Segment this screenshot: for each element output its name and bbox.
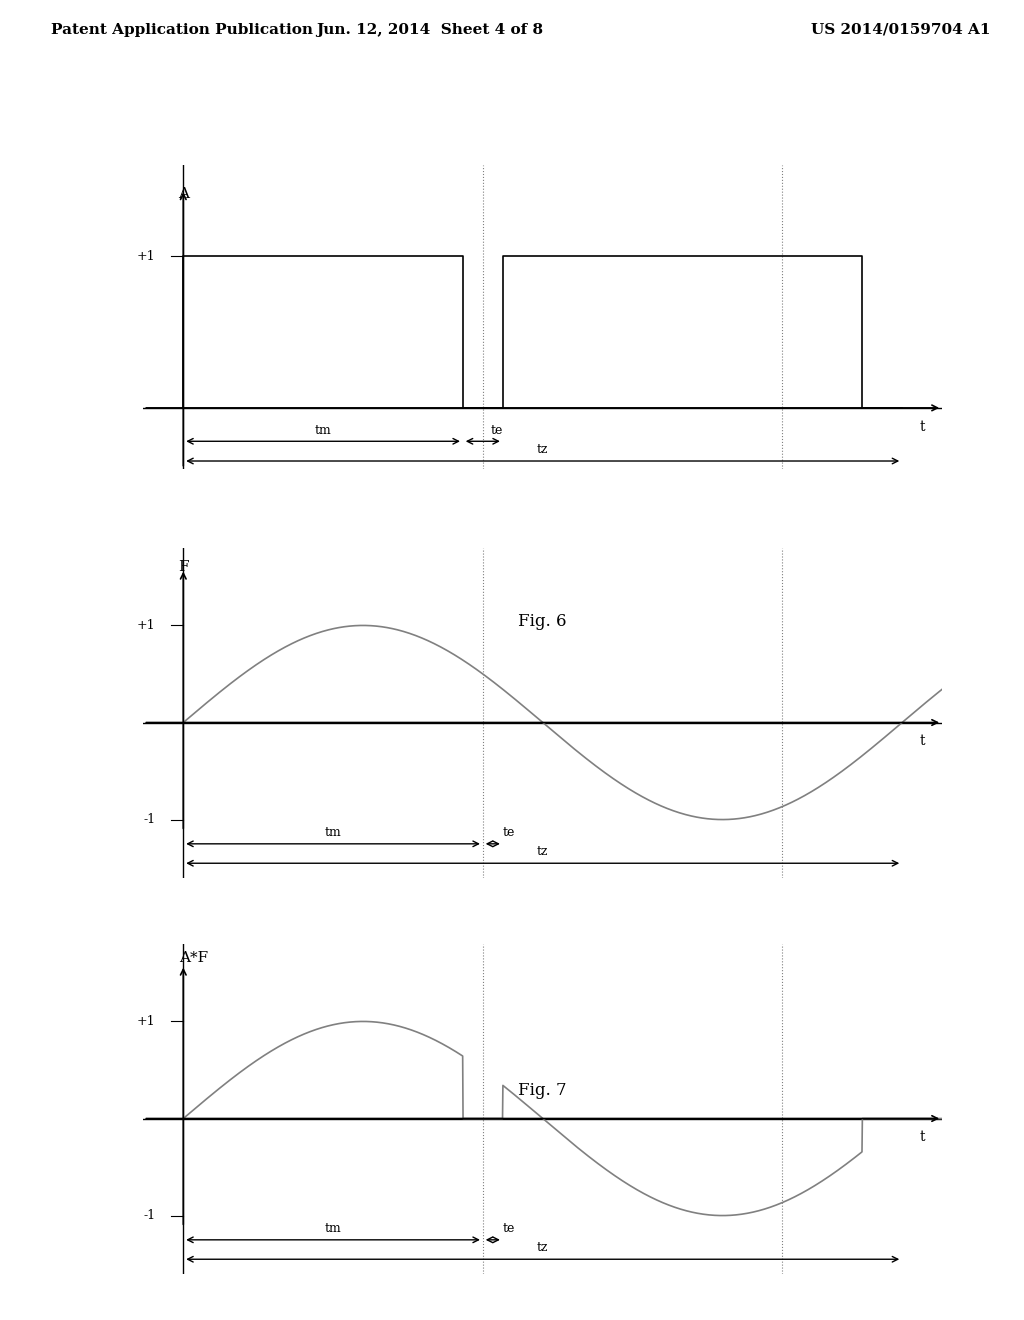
- Text: -1: -1: [143, 1209, 156, 1222]
- Text: tz: tz: [537, 1241, 549, 1254]
- Text: Jun. 12, 2014  Sheet 4 of 8: Jun. 12, 2014 Sheet 4 of 8: [316, 22, 544, 37]
- Text: tm: tm: [314, 424, 332, 437]
- Text: t: t: [920, 420, 925, 434]
- Text: te: te: [503, 826, 515, 840]
- Text: te: te: [490, 424, 503, 437]
- Text: +1: +1: [137, 1015, 156, 1028]
- Text: +1: +1: [137, 249, 156, 263]
- Text: te: te: [503, 1222, 515, 1236]
- Text: Patent Application Publication: Patent Application Publication: [51, 22, 313, 37]
- Text: F: F: [178, 560, 188, 574]
- Text: t: t: [920, 734, 925, 748]
- Text: A*F: A*F: [179, 950, 209, 965]
- Text: A: A: [178, 187, 188, 202]
- Text: +1: +1: [137, 619, 156, 632]
- Text: Fig. 7: Fig. 7: [518, 1081, 567, 1098]
- Text: Fig. 6: Fig. 6: [518, 612, 567, 630]
- Text: tm: tm: [325, 1222, 341, 1236]
- Text: -1: -1: [143, 813, 156, 826]
- Text: tz: tz: [537, 845, 549, 858]
- Text: t: t: [920, 1130, 925, 1144]
- Text: US 2014/0159704 A1: US 2014/0159704 A1: [811, 22, 991, 37]
- Text: tz: tz: [537, 444, 549, 457]
- Text: tm: tm: [325, 826, 341, 840]
